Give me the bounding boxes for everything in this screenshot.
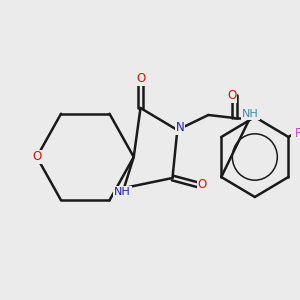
Text: F: F bbox=[295, 127, 300, 140]
Text: O: O bbox=[197, 178, 207, 191]
Text: NH: NH bbox=[114, 187, 131, 196]
Text: N: N bbox=[176, 121, 184, 134]
Text: O: O bbox=[32, 151, 41, 164]
Text: O: O bbox=[136, 72, 145, 85]
Text: O: O bbox=[227, 89, 236, 102]
Text: NH: NH bbox=[242, 109, 259, 119]
